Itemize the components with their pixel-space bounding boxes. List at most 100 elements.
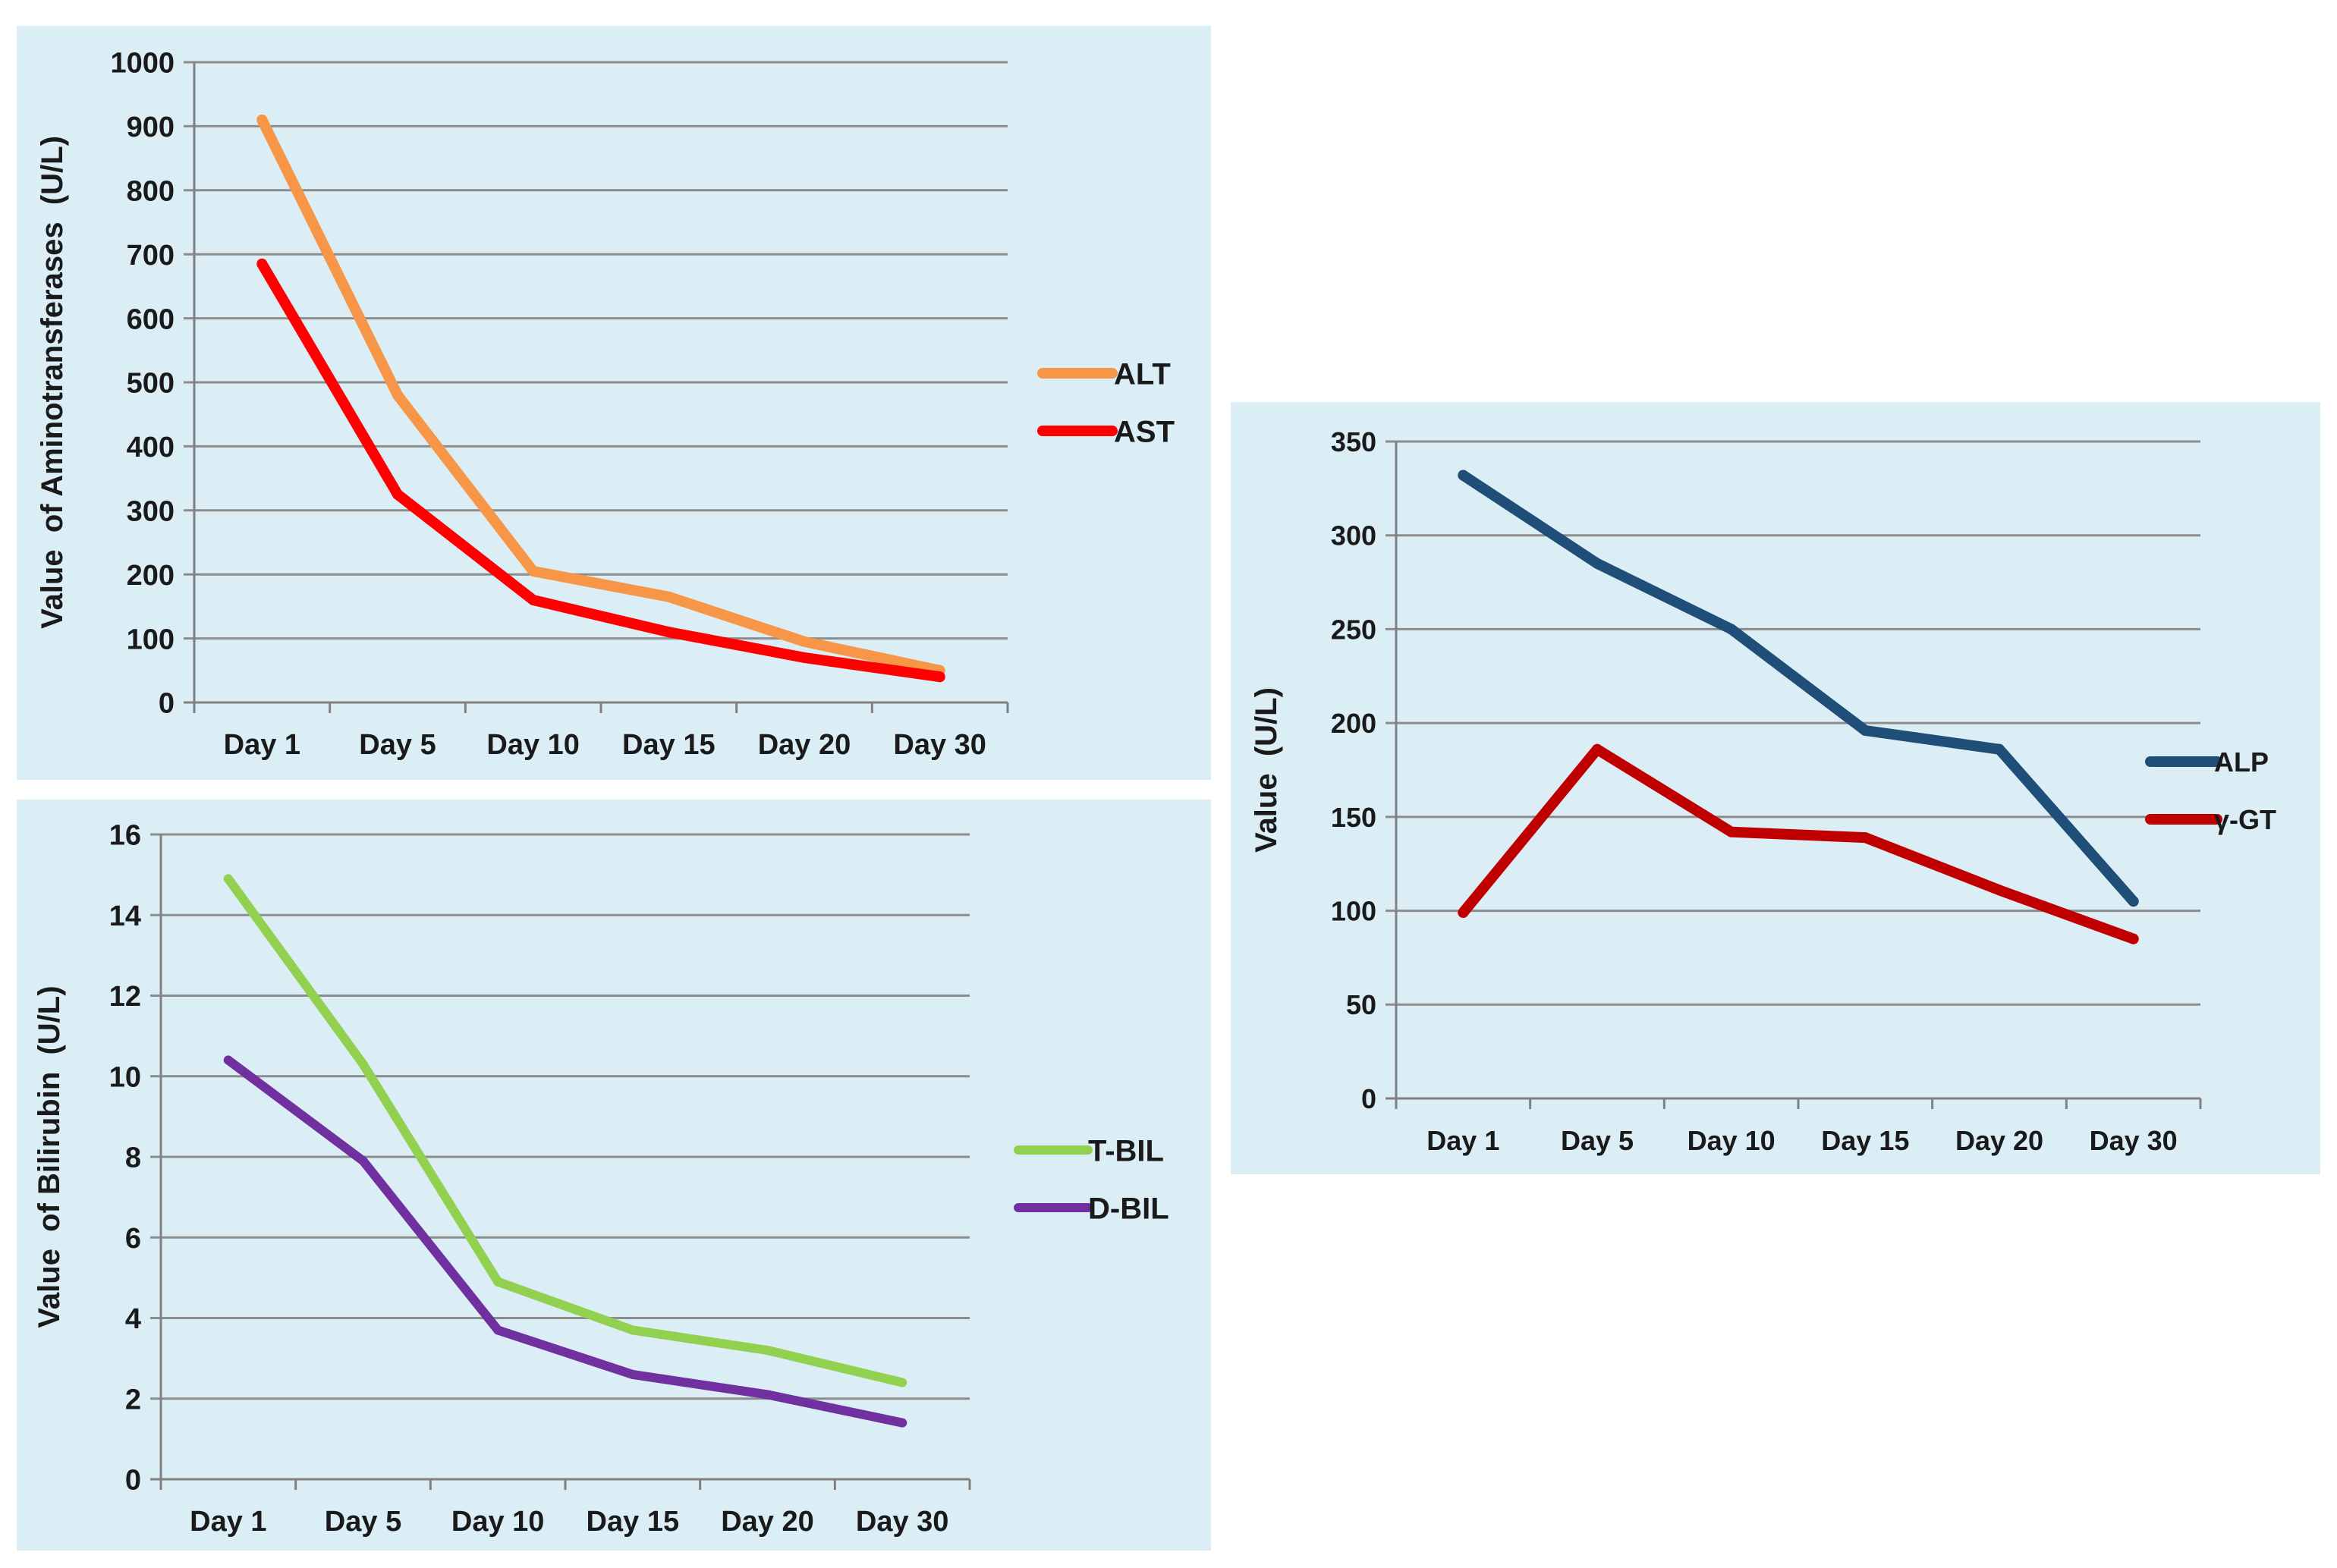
y-tick-label: 900 bbox=[127, 112, 175, 143]
series-line-ast bbox=[256, 258, 945, 683]
y-tick-label: 0 bbox=[159, 688, 175, 720]
data-point-alp-0 bbox=[1458, 470, 1469, 481]
y-tick-label: 2 bbox=[125, 1384, 141, 1416]
data-point-gt-1 bbox=[1592, 743, 1603, 755]
data-point-t-bil-4 bbox=[763, 1346, 772, 1355]
data-point-alp-4 bbox=[1994, 743, 2005, 755]
y-tick-label: 0 bbox=[1361, 1083, 1376, 1114]
data-point-alp-1 bbox=[1592, 558, 1603, 569]
data-point-d-bil-5 bbox=[898, 1418, 907, 1428]
data-point-gt-2 bbox=[1725, 826, 1737, 837]
data-point-alp-3 bbox=[1860, 725, 1871, 737]
y-tick-label: 250 bbox=[1331, 614, 1376, 645]
x-tick-label-day-20: Day 20 bbox=[758, 729, 851, 761]
x-tick-label-day-10: Day 10 bbox=[486, 729, 580, 761]
y-tick-label: 12 bbox=[109, 981, 141, 1013]
x-tick-label-day-10: Day 10 bbox=[451, 1506, 545, 1538]
legend-label-alp: ALP bbox=[2214, 746, 2269, 778]
data-point-alt-1 bbox=[392, 389, 403, 401]
y-tick-label: 400 bbox=[127, 432, 175, 463]
data-point-t-bil-2 bbox=[493, 1277, 503, 1287]
data-point-d-bil-4 bbox=[763, 1390, 772, 1400]
legend-label-d-bil: D-BIL bbox=[1088, 1192, 1169, 1225]
y-tick-label: 700 bbox=[127, 240, 175, 272]
data-point-d-bil-0 bbox=[223, 1055, 233, 1065]
y-tick-label: 300 bbox=[127, 495, 175, 527]
data-point-alp-2 bbox=[1725, 624, 1737, 635]
y-tick-label: 16 bbox=[109, 820, 141, 852]
y-tick-label: 4 bbox=[125, 1303, 141, 1335]
data-point-d-bil-2 bbox=[493, 1325, 503, 1335]
alp-ggt-chart: 0 50 100 150 200 250 300 350 Day 1 Day 5 Day 10 Day… bbox=[1250, 426, 2276, 1156]
data-point-t-bil-3 bbox=[627, 1325, 637, 1335]
data-point-ast-4 bbox=[799, 652, 810, 663]
x-tick-label-day-10: Day 10 bbox=[1687, 1125, 1776, 1156]
y-tick-label: 150 bbox=[1331, 802, 1376, 833]
y-tick-label: 1000 bbox=[110, 48, 175, 80]
y-tick-label: 200 bbox=[1331, 708, 1376, 739]
series-line-t-bil bbox=[223, 874, 907, 1387]
x-tick-label-day-30: Day 30 bbox=[856, 1506, 949, 1538]
x-tick-label-day-15: Day 15 bbox=[1821, 1125, 1909, 1156]
x-tick-label-day-15: Day 15 bbox=[587, 1506, 680, 1538]
data-point-alt-4 bbox=[799, 636, 810, 647]
x-tick-label-day-1: Day 1 bbox=[190, 1506, 266, 1538]
data-point-ast-5 bbox=[934, 671, 945, 683]
data-point-d-bil-3 bbox=[627, 1369, 637, 1379]
x-tick-label-day-30: Day 30 bbox=[893, 729, 986, 761]
data-point-gt-4 bbox=[1994, 885, 2005, 896]
legend-label-t-bil: T-BIL bbox=[1088, 1134, 1164, 1167]
y-tick-label: 200 bbox=[127, 560, 175, 592]
x-tick-label-day-1: Day 1 bbox=[1426, 1125, 1499, 1156]
alp-ggt-chart-panel: 0 50 100 150 200 250 300 350 Day 1 Day 5 Day 10 Day… bbox=[1231, 402, 2320, 1174]
data-point-ast-2 bbox=[527, 594, 539, 605]
data-point-t-bil-1 bbox=[358, 1059, 368, 1069]
y-axis-title: Value of Bilirubin (U/L) bbox=[33, 985, 66, 1328]
bilirubin-chart: 0 2 4 6 8 10 12 14 16 Day 1 Day 5 Day 10 Day 15 Day 2… bbox=[33, 820, 1169, 1538]
data-point-alt-3 bbox=[663, 591, 675, 602]
y-tick-label: 300 bbox=[1331, 520, 1376, 551]
y-tick-label: 100 bbox=[1331, 896, 1376, 927]
data-point-alp-5 bbox=[2128, 896, 2139, 907]
y-tick-label: 350 bbox=[1331, 426, 1376, 457]
y-tick-label: 500 bbox=[127, 368, 175, 400]
data-point-gt-5 bbox=[2128, 933, 2139, 944]
y-tick-label: 800 bbox=[127, 175, 175, 207]
data-point-alt-2 bbox=[527, 565, 539, 577]
series-line-alp bbox=[1458, 470, 2139, 907]
x-tick-label-day-20: Day 20 bbox=[1955, 1125, 2043, 1156]
y-tick-label: 50 bbox=[1346, 989, 1376, 1020]
y-tick-label: 0 bbox=[125, 1465, 141, 1497]
data-point-gt-0 bbox=[1458, 907, 1469, 919]
data-point-t-bil-5 bbox=[898, 1378, 907, 1387]
y-tick-label: 6 bbox=[125, 1223, 141, 1255]
data-point-gt-3 bbox=[1860, 832, 1871, 844]
x-tick-label-day-20: Day 20 bbox=[721, 1506, 814, 1538]
x-tick-label-day-1: Day 1 bbox=[224, 729, 300, 761]
y-tick-label: 100 bbox=[127, 624, 175, 655]
data-point-ast-3 bbox=[663, 627, 675, 638]
x-tick-label-day-15: Day 15 bbox=[622, 729, 716, 761]
x-tick-label-day-30: Day 30 bbox=[2090, 1125, 2178, 1156]
x-tick-label-day-5: Day 5 bbox=[359, 729, 436, 761]
series-line-alt bbox=[256, 115, 945, 676]
y-axis-title: Value (U/L) bbox=[1250, 687, 1283, 853]
y-tick-label: 14 bbox=[109, 900, 141, 932]
data-point-d-bil-1 bbox=[358, 1156, 368, 1166]
y-tick-label: 600 bbox=[127, 303, 175, 335]
series-line-d-bil bbox=[223, 1055, 907, 1428]
data-point-ast-0 bbox=[256, 258, 268, 269]
legend-label-gt: γ-GT bbox=[2214, 804, 2276, 835]
legend-label-ast: AST bbox=[1114, 415, 1175, 448]
series-line-gt bbox=[1458, 743, 2139, 944]
y-tick-label: 8 bbox=[125, 1142, 141, 1174]
aminotransferases-chart-panel: 0 100 200 300 400 500 600 700 800 900 1000 Day 1 Day… bbox=[17, 26, 1211, 780]
y-tick-label: 10 bbox=[109, 1061, 141, 1093]
data-point-alt-0 bbox=[256, 114, 268, 125]
data-point-ast-1 bbox=[392, 489, 403, 500]
x-tick-label-day-5: Day 5 bbox=[1561, 1125, 1634, 1156]
data-point-t-bil-0 bbox=[223, 874, 233, 884]
aminotransferases-chart: 0 100 200 300 400 500 600 700 800 900 1000 Day 1 Day… bbox=[36, 48, 1175, 761]
x-tick-label-day-5: Day 5 bbox=[325, 1506, 401, 1538]
y-axis-title: Value of Aminotransferases (U/L) bbox=[36, 136, 69, 629]
